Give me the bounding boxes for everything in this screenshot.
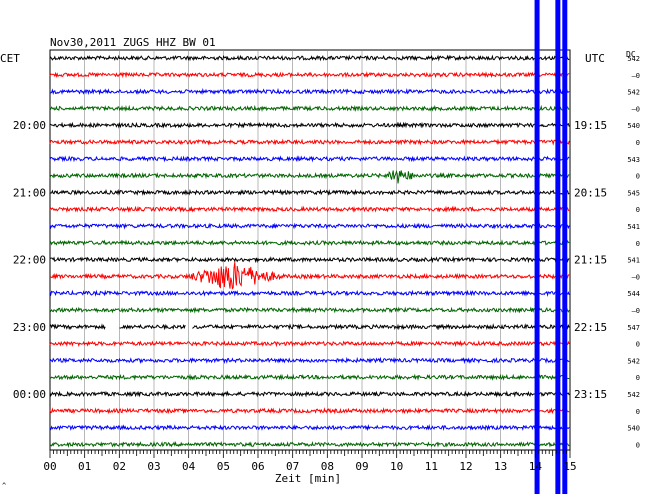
cet-time-label: 22:00 [13, 254, 46, 267]
trace-row-9 [49, 205, 570, 213]
trace-row-10 [49, 222, 570, 230]
trace-row-17 [49, 340, 570, 348]
x-axis: 00 01 02 03 04 05 06 07 08 09 10 11 12 13 14 15 [43, 450, 577, 473]
trace-row-20 [49, 390, 570, 398]
trace-row-6 [49, 155, 570, 163]
x-tick-label: 06 [251, 460, 264, 473]
dc-label: DC [626, 50, 636, 59]
trace-row-11 [49, 239, 570, 247]
dc-value: 542 [627, 357, 640, 365]
cet-time-label: 23:00 [13, 321, 46, 334]
trace-row-21 [49, 407, 570, 415]
x-tick-label: 14 [529, 460, 543, 473]
cet-time-label: 21:00 [13, 186, 46, 199]
utc-time-label: 22:15 [574, 321, 607, 334]
trace-row-2 [49, 87, 570, 96]
utc-time-label: 20:15 [574, 186, 607, 199]
x-tick-label: 15 [563, 460, 576, 473]
dc-value: 0 [636, 341, 640, 349]
dc-value: 0 [636, 240, 640, 248]
dc-value: 0 [636, 206, 640, 214]
right-time-labels: 19:15 20:15 21:15 22:15 23:15 [574, 119, 607, 401]
dc-value: 540 [627, 122, 640, 130]
x-tick-label: 03 [147, 460, 160, 473]
cet-time-label: 20:00 [13, 119, 46, 132]
corner-mark: ^ [2, 482, 6, 490]
dc-value: 0 [636, 139, 640, 147]
dc-value: 543 [627, 156, 640, 164]
trace-row-23 [49, 440, 570, 448]
trace-row-1 [49, 71, 570, 79]
spike-group [534, 0, 568, 494]
trace-row-22 [49, 423, 570, 432]
x-tick-label: 10 [390, 460, 403, 473]
dc-value: 542 [627, 89, 640, 97]
trace-row-15 [49, 306, 570, 314]
dc-value: 0 [636, 374, 640, 382]
dc-value: 544 [627, 290, 640, 298]
x-axis-label: Zeit [min] [275, 472, 341, 485]
x-tick-label: 00 [43, 460, 56, 473]
x-tick-label: 12 [459, 460, 472, 473]
utc-time-label: 23:15 [574, 388, 607, 401]
dc-value: 540 [627, 425, 640, 433]
dc-value: 541 [627, 257, 640, 265]
dc-value: 0 [636, 441, 640, 449]
x-tick-label: 05 [217, 460, 230, 473]
trace-row-12 [49, 256, 570, 264]
cet-label: CET [0, 52, 20, 65]
cet-time-label: 00:00 [13, 388, 46, 401]
dc-value: –0 [632, 307, 640, 315]
vertical-spike-2 [562, 0, 568, 494]
x-tick-label: 01 [78, 460, 91, 473]
utc-label: UTC [585, 52, 605, 65]
chart-title: Nov30,2011 ZUGS HHZ BW 01 [50, 36, 216, 49]
x-tick-label: 09 [355, 460, 368, 473]
grid-lines [84, 50, 536, 450]
dc-value: 0 [636, 173, 640, 181]
dc-value: –0 [632, 273, 640, 281]
x-tick-label: 11 [425, 460, 438, 473]
x-tick-label: 04 [182, 460, 196, 473]
dc-values: 542 –0 542 –0 540 0 543 0 545 0 541 0 541 –0 544 –0 547 0… [627, 55, 640, 449]
dc-value: –0 [632, 105, 640, 113]
dc-value: 0 [636, 408, 640, 416]
dc-value: 547 [627, 324, 640, 332]
vertical-spike-0 [534, 0, 540, 494]
dc-value: 541 [627, 223, 640, 231]
trace-row-13 [49, 262, 570, 290]
trace-row-4 [49, 121, 570, 129]
trace-row-16 [49, 323, 570, 331]
trace-row-3 [49, 104, 570, 112]
left-time-labels: 20:00 21:00 22:00 23:00 00:00 [13, 119, 46, 401]
x-tick-label: 13 [494, 460, 507, 473]
trace-row-7 [49, 170, 570, 184]
trace-row-19 [49, 373, 570, 381]
vertical-spike-1 [555, 0, 561, 494]
dc-value: 545 [627, 189, 640, 197]
trace-row-0 [49, 54, 570, 62]
x-tick-label: 07 [286, 460, 299, 473]
trace-group [49, 54, 570, 448]
dc-value: 542 [627, 391, 640, 399]
dc-value: –0 [632, 72, 640, 80]
trace-row-18 [49, 356, 570, 365]
trace-row-5 [49, 138, 570, 146]
trace-row-14 [49, 289, 570, 297]
x-tick-label: 02 [113, 460, 126, 473]
utc-time-label: 19:15 [574, 119, 607, 132]
utc-time-label: 21:15 [574, 254, 607, 267]
dc-value: 542 [627, 55, 640, 63]
trace-row-8 [49, 188, 570, 197]
x-tick-label: 08 [321, 460, 334, 473]
